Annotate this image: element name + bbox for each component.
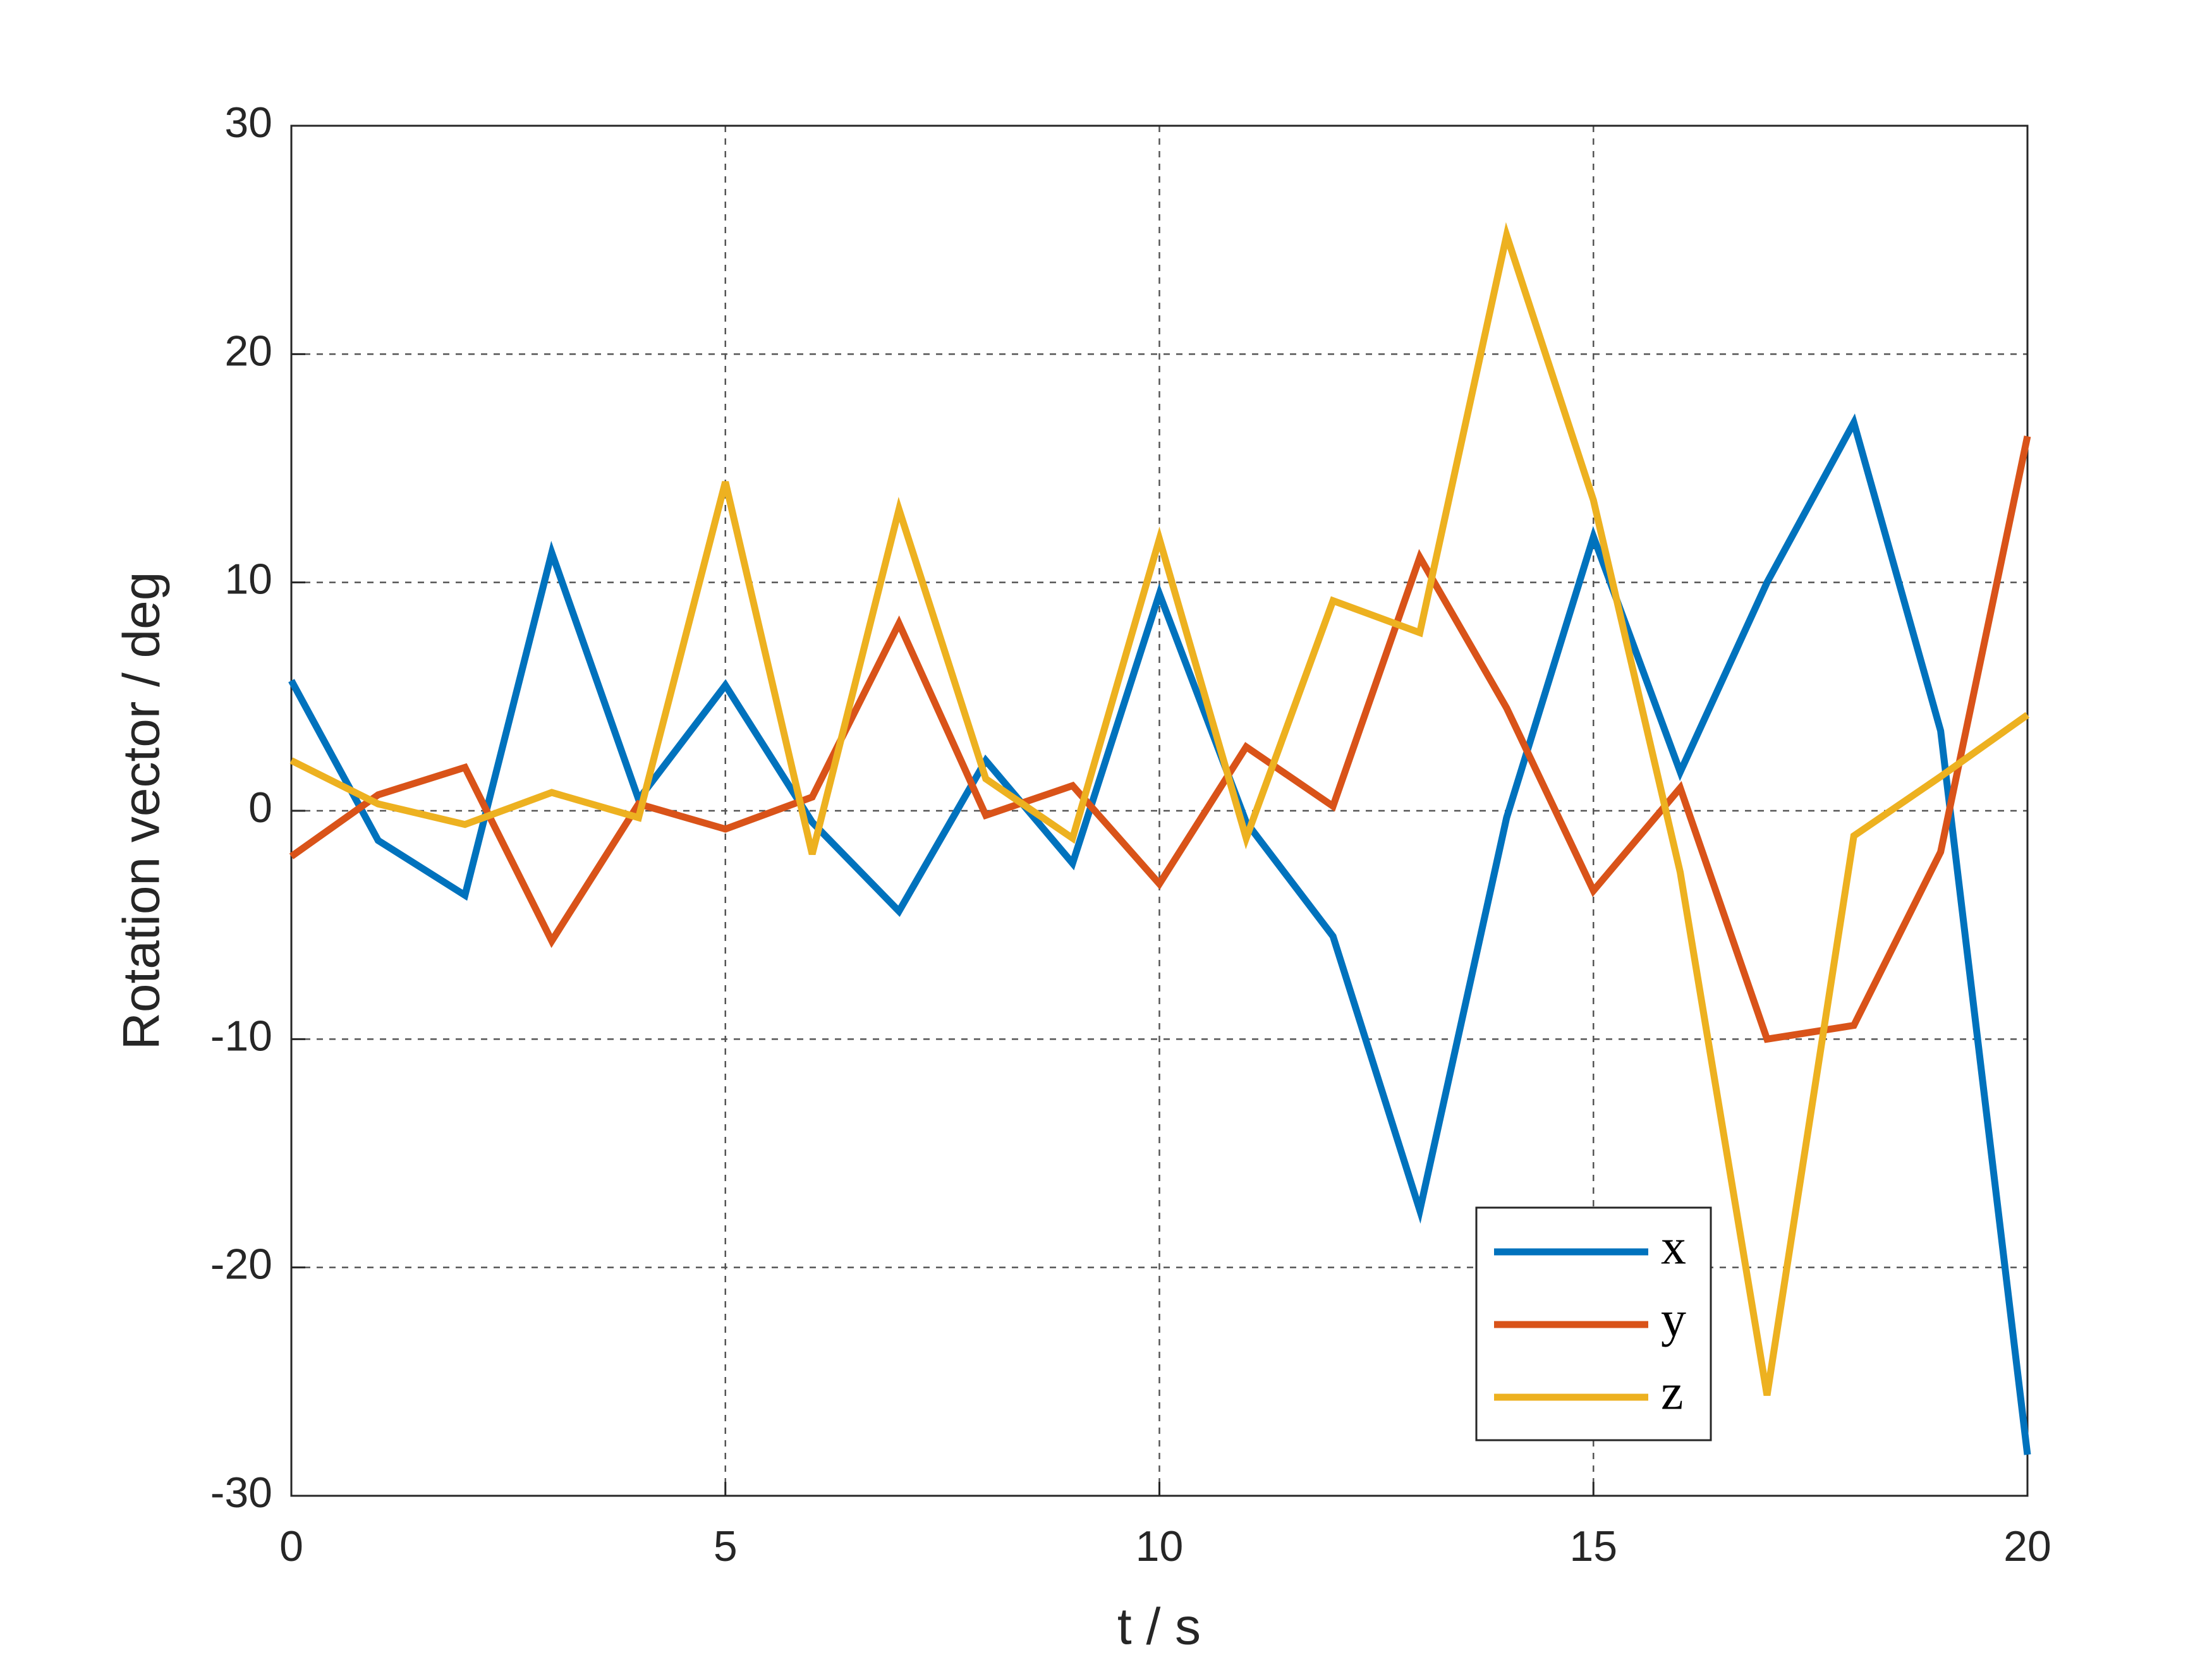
x-tick-label: 0	[279, 1522, 303, 1570]
x-tick-label: 20	[2003, 1522, 2051, 1570]
x-axis-label: t / s	[1117, 1598, 1201, 1656]
y-tick-label: 30	[224, 99, 272, 147]
y-axis-label: Rotation vector / deg	[113, 572, 171, 1050]
x-tick-label: 15	[1569, 1522, 1617, 1570]
x-tick-label: 10	[1136, 1522, 1184, 1570]
y-tick-label: 20	[224, 327, 272, 375]
legend-label: y	[1661, 1292, 1686, 1347]
legend-label: z	[1661, 1364, 1684, 1420]
y-tick-label: -30	[210, 1469, 272, 1517]
y-tick-label: 10	[224, 555, 272, 604]
y-tick-label: 0	[248, 784, 272, 832]
data-line	[288, 413, 2031, 1455]
plot-frame	[290, 124, 2029, 1497]
legend-label: x	[1661, 1219, 1686, 1275]
x-tick-label: 5	[714, 1522, 738, 1570]
data-line	[289, 222, 2030, 1396]
data-line	[289, 435, 2031, 1043]
y-tick-label: -10	[210, 1012, 272, 1060]
y-tick-label: -20	[210, 1240, 272, 1289]
